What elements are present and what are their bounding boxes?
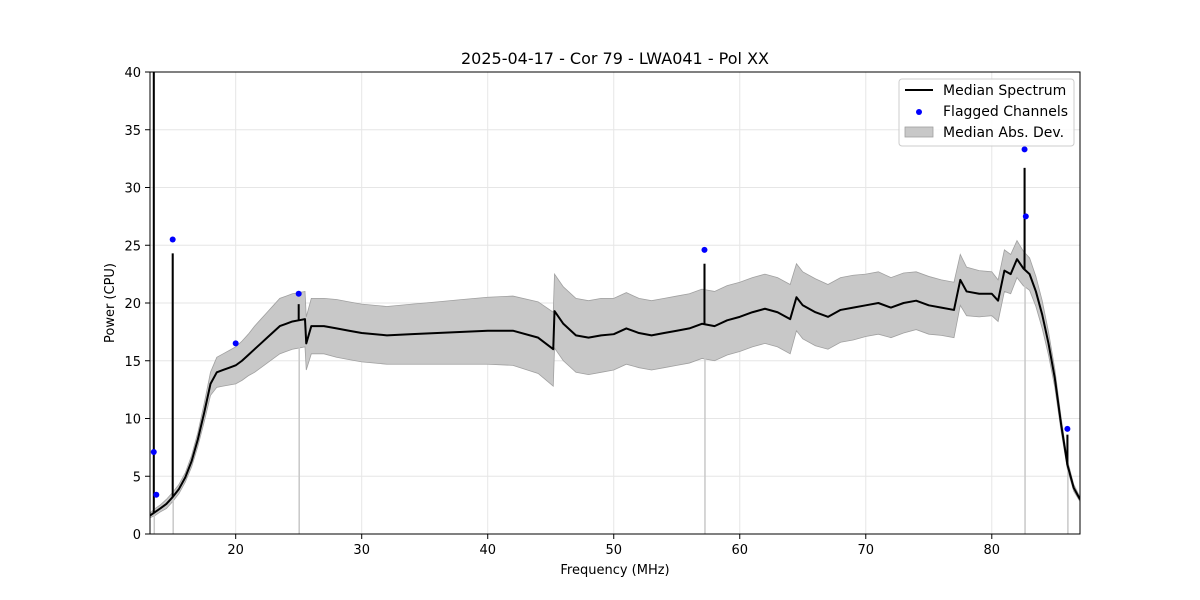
flagged-channel-point (150, 448, 157, 455)
y-axis-label: Power (CPU) (103, 263, 118, 343)
y-tick-label: 25 (124, 239, 141, 254)
median-spectrum-line (150, 258, 1080, 517)
y-tick-label: 40 (124, 66, 141, 81)
y-tick-label: 10 (124, 413, 141, 428)
y-tick-label: 20 (124, 297, 141, 312)
flagged-channel-point (153, 491, 160, 498)
chart-title: 2025-04-17 - Cor 79 - LWA041 - Pol XX (461, 49, 769, 68)
legend-entry: Median Spectrum (943, 83, 1066, 99)
x-tick-label: 30 (353, 543, 370, 558)
y-tick-label: 5 (133, 470, 141, 485)
flagged-channel-point (701, 246, 708, 253)
x-tick-label: 80 (984, 543, 1001, 558)
y-tick-label: 15 (124, 355, 141, 370)
legend-box (898, 78, 1075, 147)
x-tick-label: 50 (605, 543, 622, 558)
plot-content (150, 72, 1080, 534)
legend-entry: Median Abs. Dev. (943, 125, 1064, 141)
axes: 20 30 40 50 60 70 80 0 5 10 15 20 25 30 35 40 (124, 66, 1081, 558)
y-tick-label: 0 (133, 528, 141, 543)
y-tick-label: 30 (124, 182, 141, 197)
x-tick-label: 60 (731, 543, 748, 558)
x-axis-label: Frequency (MHz) (560, 563, 669, 578)
axes-frame (149, 71, 1081, 535)
flagged-channel-point (1022, 213, 1029, 220)
legend-entry: Flagged Channels (943, 104, 1068, 120)
legend-point-swatch (916, 109, 922, 115)
flagged-channel-point (232, 340, 239, 347)
flagged-channel-point (295, 290, 302, 297)
x-tick-label: 20 (227, 543, 244, 558)
flagged-channel-point (1021, 146, 1028, 153)
mad-band (150, 239, 1080, 519)
legend: Median Spectrum Flagged Channels Median Ab… (898, 78, 1075, 147)
legend-band-swatch (904, 126, 934, 138)
flagged-channel-point (169, 236, 176, 243)
x-tick-label: 70 (857, 543, 874, 558)
flagged-channel-point (1064, 425, 1071, 432)
x-tick-label: 40 (479, 543, 496, 558)
plot-area (150, 72, 1080, 534)
y-tick-label: 35 (124, 124, 141, 139)
